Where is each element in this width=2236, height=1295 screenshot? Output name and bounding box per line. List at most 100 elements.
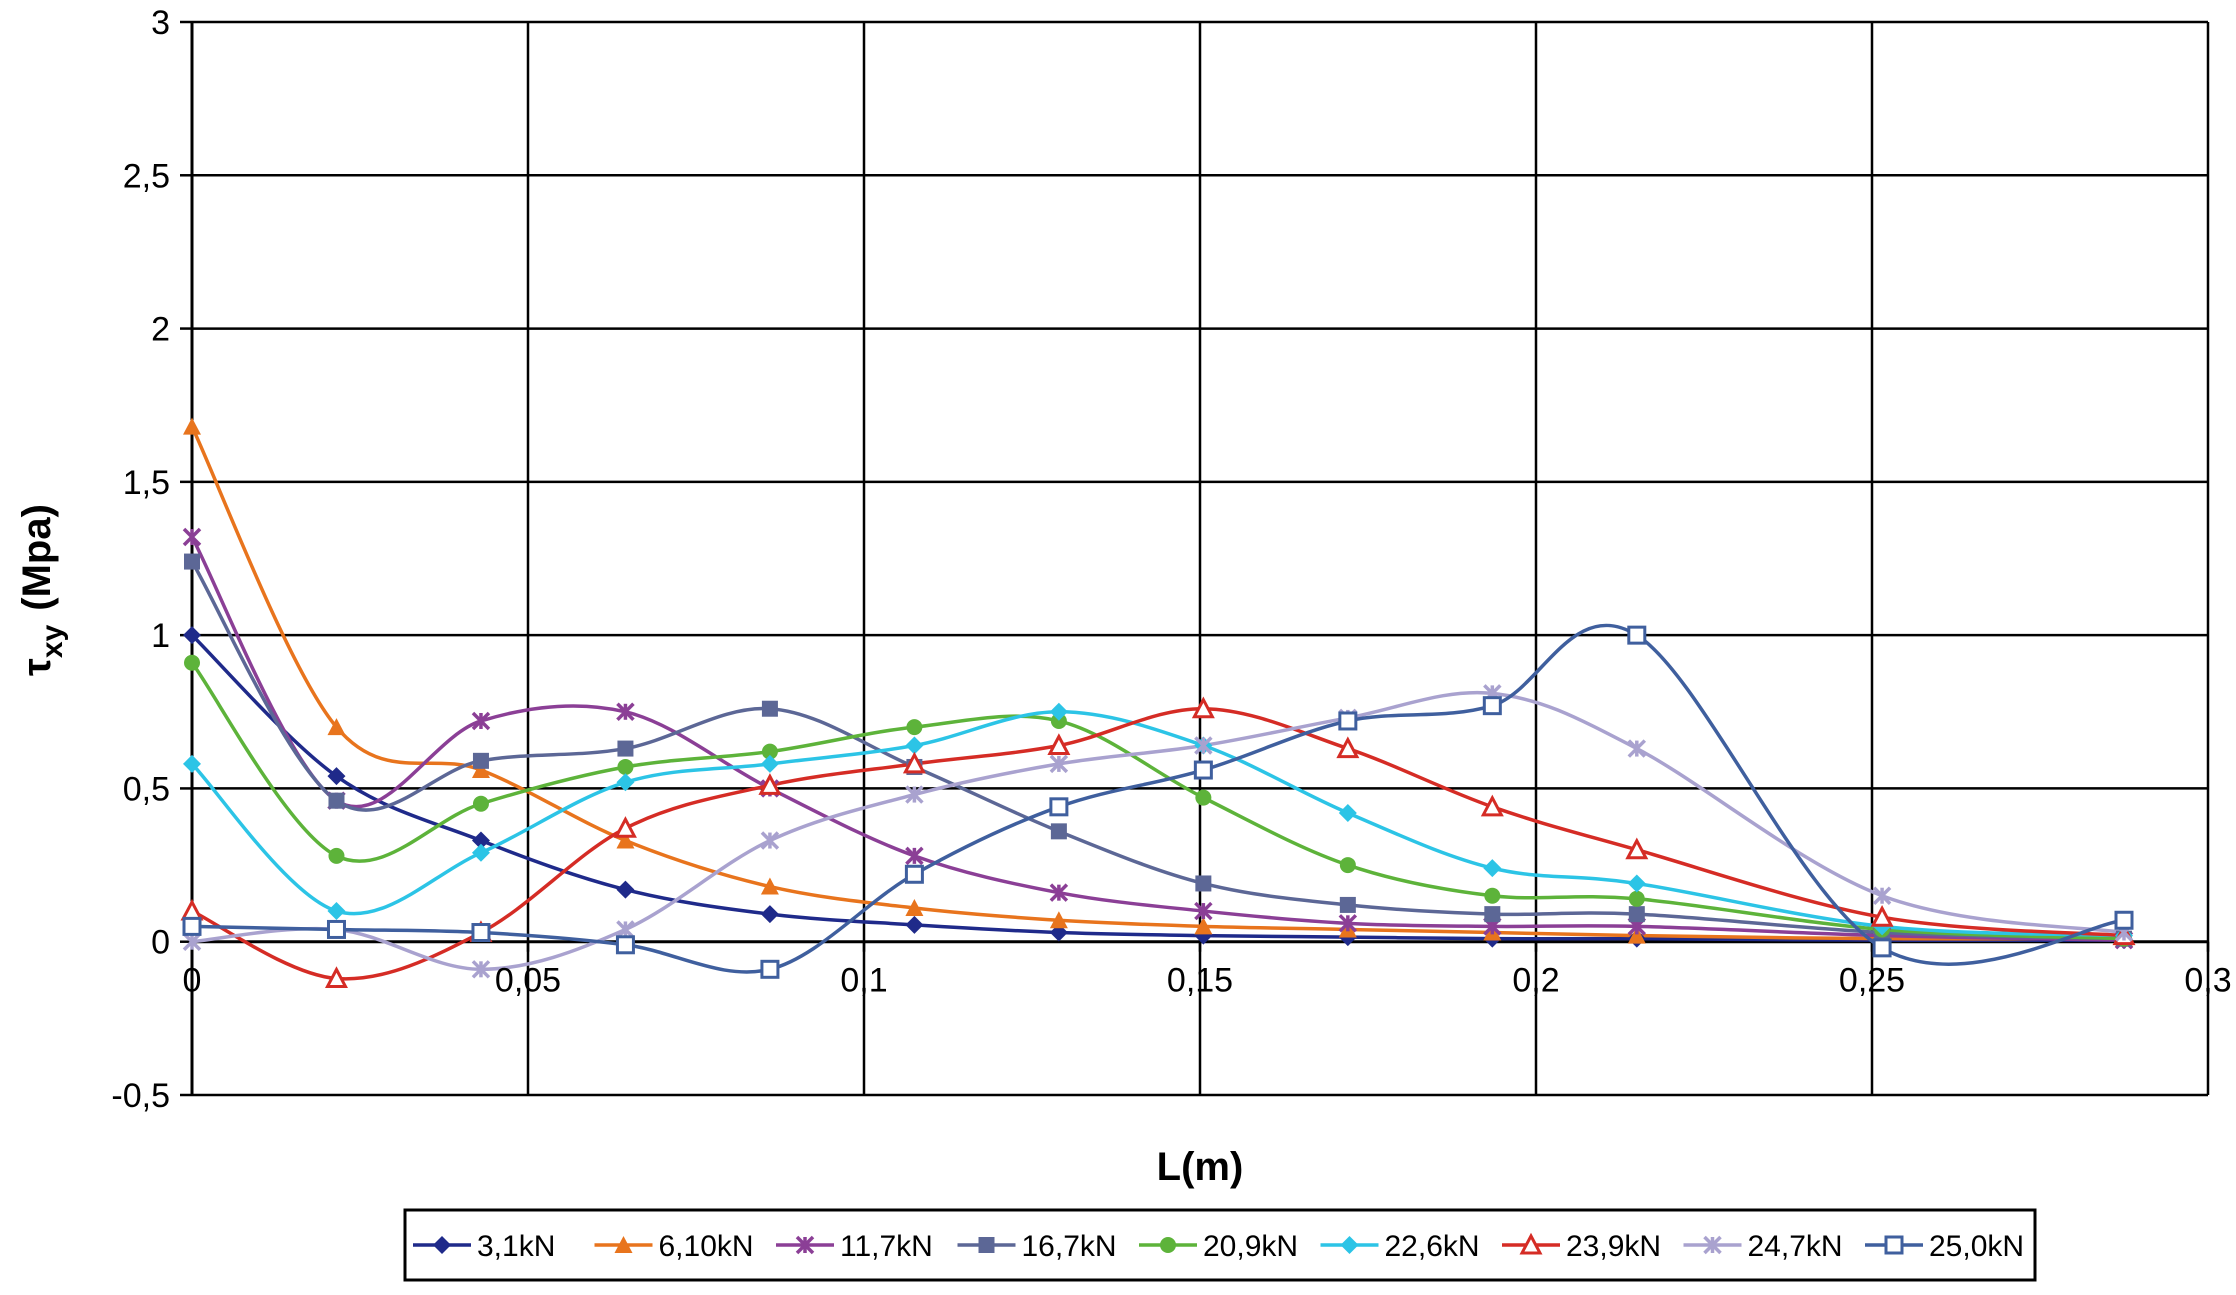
series-markers-25,0kN <box>182 625 2134 979</box>
y-tick-label: 2 <box>151 311 170 349</box>
data-point <box>1191 696 1215 719</box>
data-point <box>758 773 782 795</box>
data-point <box>471 831 490 850</box>
data-point <box>471 960 491 979</box>
data-point <box>1628 906 1645 923</box>
data-point <box>1049 702 1068 721</box>
legend-label: 24,7kN <box>1748 1230 1843 1263</box>
data-point <box>182 932 202 951</box>
data-point <box>1049 797 1069 817</box>
data-point <box>760 754 779 773</box>
legend-entry: 11,7kN <box>776 1230 933 1263</box>
data-point <box>1195 875 1212 892</box>
data-point <box>471 761 490 779</box>
svg-text:τxy(Mpa): τxy (Mpa) <box>15 504 69 676</box>
data-point <box>183 754 201 773</box>
data-point <box>905 846 924 866</box>
data-point <box>905 736 924 755</box>
x-tick-label: 0,05 <box>495 962 561 1000</box>
legend-label: 25,0kN <box>1929 1230 2024 1263</box>
data-point <box>616 702 635 722</box>
data-point <box>905 785 924 804</box>
data-point <box>616 773 635 792</box>
data-point <box>327 767 346 786</box>
data-point <box>902 751 926 774</box>
x-tick-label: 0,15 <box>1167 962 1233 1000</box>
data-point <box>760 959 780 979</box>
y-axis-title-unit: (Mpa) <box>15 504 59 611</box>
data-point <box>1194 901 1213 921</box>
legend-marker <box>1519 1232 1543 1255</box>
data-point <box>328 847 345 864</box>
series-line-24,7kN <box>191 690 2125 972</box>
data-point <box>1870 904 1894 927</box>
data-point <box>2114 910 2134 930</box>
data-point <box>1194 736 1213 755</box>
data-point <box>1627 625 1647 645</box>
legend-entry: 3,1kN <box>413 1230 555 1263</box>
legend-label: 22,6kN <box>1385 1230 1480 1263</box>
legend-entry: 25,0kN <box>1865 1230 2024 1263</box>
x-tick-label: 0,1 <box>840 962 887 1000</box>
y-tick-label: 1 <box>151 617 170 655</box>
data-point <box>616 880 635 899</box>
data-point <box>1872 938 1892 958</box>
series-lines <box>190 425 2125 981</box>
series-markers-6,10kN <box>183 417 2133 947</box>
data-point <box>1627 926 1646 944</box>
y-axis-title: τxy (Mpa) <box>15 504 69 676</box>
y-tick-label: 0 <box>151 924 170 962</box>
data-point <box>183 626 201 645</box>
data-point <box>1338 914 1358 933</box>
data-point <box>1484 887 1501 904</box>
series-markers-20,9kN <box>184 654 2132 947</box>
data-point <box>1050 823 1067 840</box>
data-point <box>616 920 635 939</box>
data-point <box>905 915 924 934</box>
data-point <box>760 905 779 924</box>
data-point <box>1195 789 1212 806</box>
data-point <box>471 711 491 731</box>
legend-marker <box>1884 1235 1904 1255</box>
legend-entry: 22,6kN <box>1320 1230 1480 1263</box>
data-point <box>1483 859 1502 878</box>
y-tick-label: 3 <box>151 4 170 42</box>
data-point <box>617 758 634 775</box>
data-point <box>1339 857 1356 874</box>
data-point <box>471 843 490 862</box>
data-point <box>471 923 491 943</box>
data-point <box>1050 712 1067 729</box>
data-point <box>1049 883 1069 902</box>
data-point <box>324 966 348 989</box>
data-point <box>906 719 923 736</box>
series-line-25,0kN <box>191 623 2125 974</box>
legend-marker <box>1340 1236 1359 1254</box>
data-point <box>761 743 778 760</box>
legend-label: 20,9kN <box>1203 1230 1298 1263</box>
legend-box <box>403 1208 2037 1282</box>
data-point <box>1049 911 1068 929</box>
data-point <box>1482 696 1502 716</box>
data-point <box>327 718 346 736</box>
legend-label: 6,10kN <box>659 1230 754 1263</box>
data-point <box>184 654 200 671</box>
legend-marker <box>795 1235 815 1255</box>
data-point <box>905 898 924 916</box>
data-point <box>1872 886 1892 905</box>
legend-entry: 20,9kN <box>1139 1230 1298 1263</box>
data-point <box>1194 917 1213 935</box>
legend-label: 3,1kN <box>477 1230 555 1263</box>
data-point <box>1627 739 1647 758</box>
data-point <box>1338 803 1357 822</box>
data-point <box>1336 736 1360 759</box>
data-point <box>613 816 637 838</box>
tick-labels: -0,5 0 0,5 1 1,5 2 2,5 3 0 0,05 0,1 0,15 0,2 0,25 0,3 <box>111 4 2231 1115</box>
data-point <box>328 792 345 809</box>
data-point <box>615 935 635 955</box>
data-point <box>327 902 346 921</box>
data-point <box>616 831 635 849</box>
x-axis-title: L(m) <box>1157 1145 1244 1189</box>
y-tick-label: 0,5 <box>123 770 170 808</box>
